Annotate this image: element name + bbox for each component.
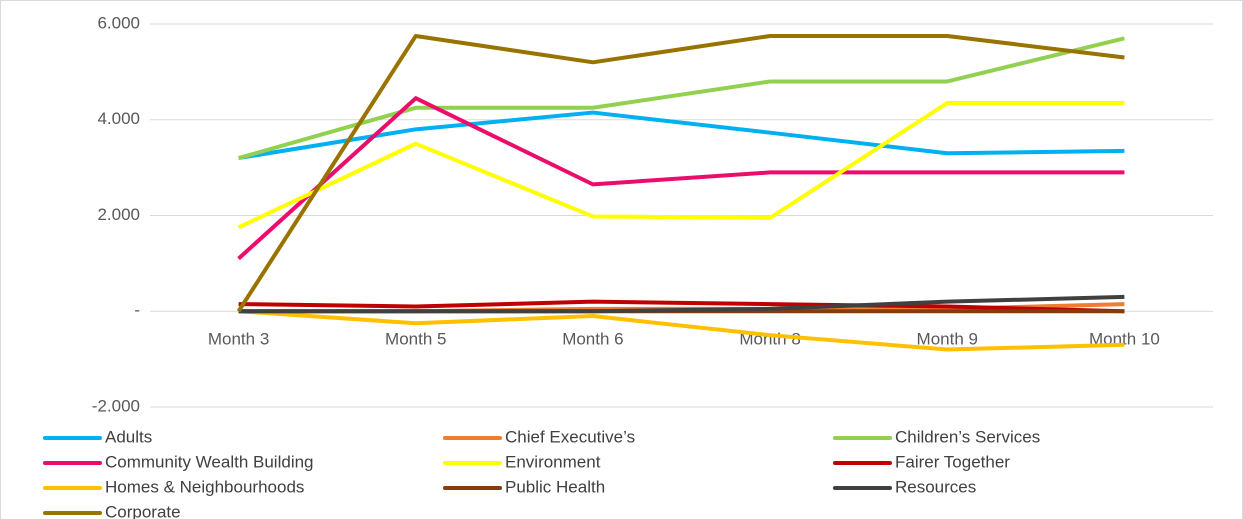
series-line <box>238 309 1125 352</box>
legend-label: Environment <box>505 452 601 471</box>
y-tick-label: - <box>134 301 140 320</box>
x-tick-label: Month 5 <box>385 330 446 349</box>
legend-label: Fairer Together <box>895 452 1010 471</box>
legend-label: Adults <box>105 427 152 446</box>
legend-label: Public Health <box>505 477 605 496</box>
legend-label: Chief Executive’s <box>505 427 635 446</box>
legend-label: Homes & Neighbourhoods <box>105 477 304 496</box>
y-tick-label: 6.000 <box>97 13 140 32</box>
x-tick-label: Month 6 <box>562 330 623 349</box>
series-line <box>236 33 1125 313</box>
series-line <box>238 294 1125 314</box>
x-tick-label: Month 3 <box>208 330 269 349</box>
series-line <box>238 110 1125 161</box>
y-tick-label: 4.000 <box>97 109 140 128</box>
y-tick-label: 2.000 <box>97 205 140 224</box>
legend-label: Corporate <box>105 502 181 519</box>
series-line <box>237 100 1125 230</box>
series-line <box>238 299 1125 314</box>
series-line <box>237 96 1125 261</box>
legend-label: Resources <box>895 477 976 496</box>
x-tick-label: Month 9 <box>917 330 978 349</box>
y-tick-label: -2.000 <box>92 396 140 415</box>
legend-label: Children’s Services <box>895 427 1040 446</box>
series-line <box>238 36 1125 160</box>
legend-label: Community Wealth Building <box>105 452 314 471</box>
